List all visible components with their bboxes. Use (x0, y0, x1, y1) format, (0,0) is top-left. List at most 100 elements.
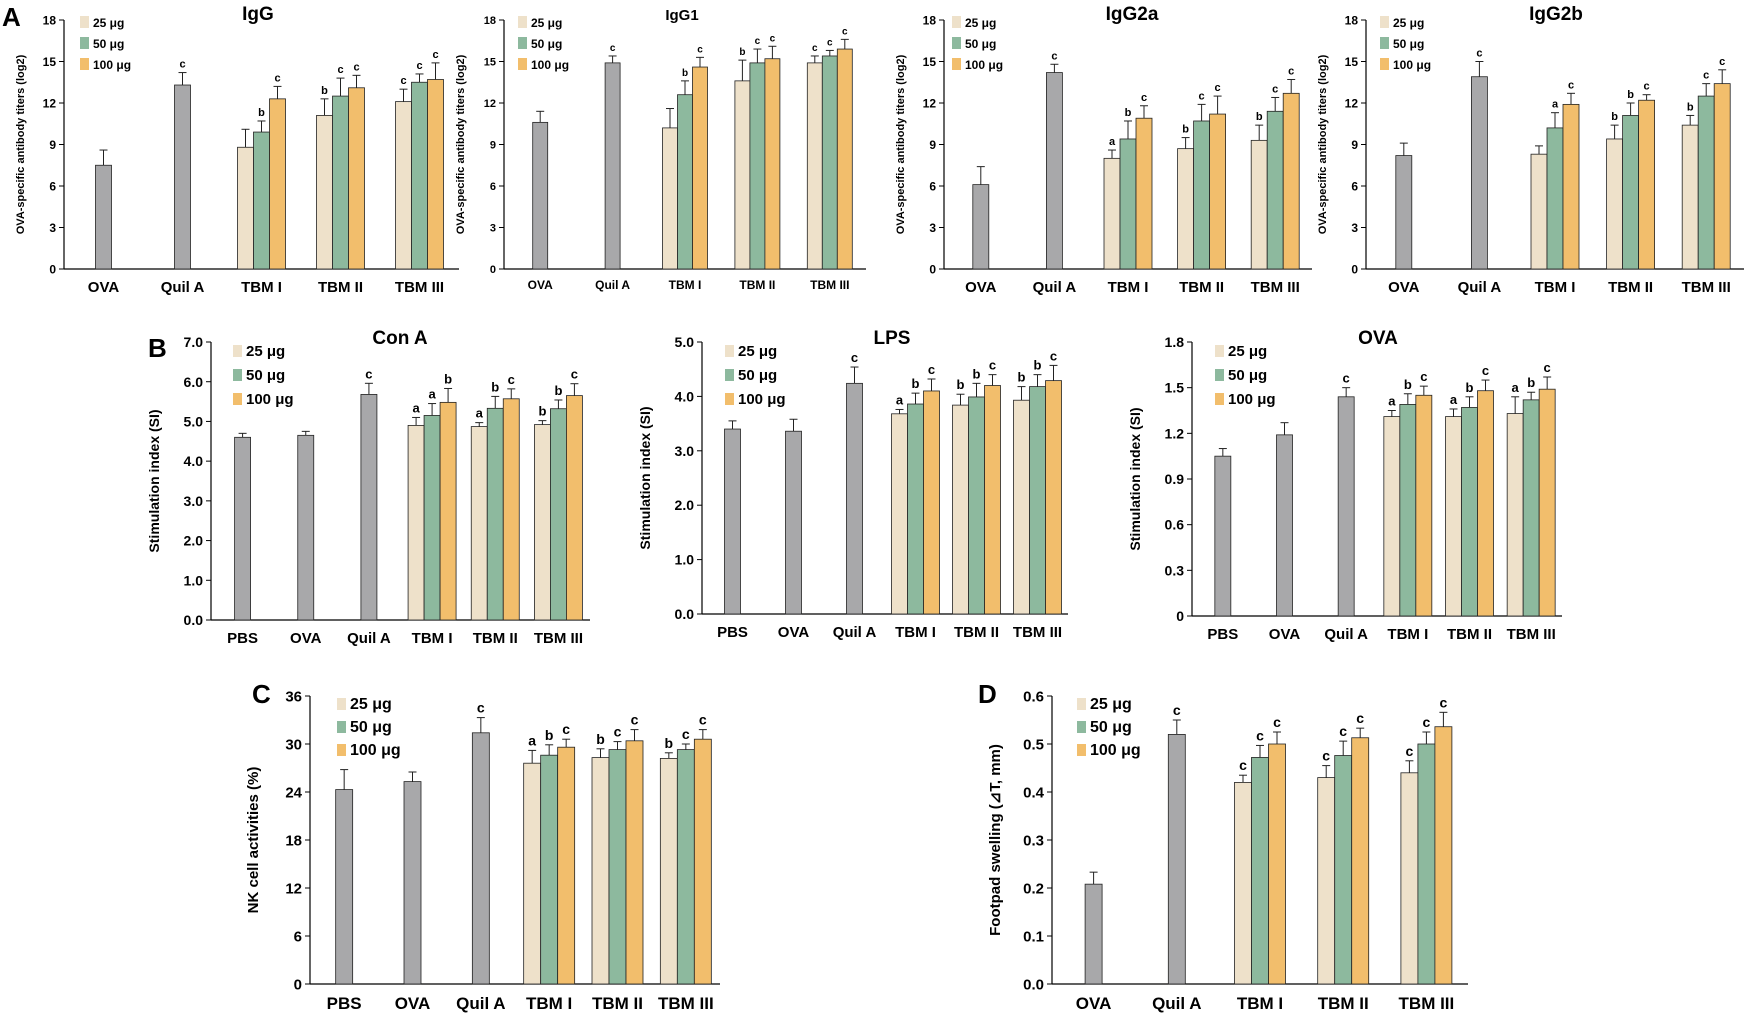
bar (984, 385, 1001, 615)
legend-label: 100 μg (965, 58, 1003, 72)
y-tick-label: 0 (49, 262, 56, 276)
category-label: TBM I (1535, 279, 1576, 296)
y-tick-label: 0.2 (1023, 880, 1044, 897)
bar (395, 101, 412, 270)
significance-label: b (1627, 89, 1634, 101)
significance-label: c (1476, 48, 1482, 60)
significance-label: c (508, 372, 515, 387)
significance-label: c (1719, 56, 1725, 68)
bar (427, 79, 444, 270)
category-label: OVA (965, 279, 997, 296)
legend-swatch (337, 721, 346, 733)
bar (1119, 138, 1137, 270)
bar (523, 762, 542, 985)
bar (1622, 115, 1639, 270)
bar (608, 749, 627, 985)
bar (1562, 103, 1580, 270)
significance-label: b (545, 727, 554, 743)
legend-label: 25 μg (350, 696, 392, 713)
category-label: TBM II (954, 624, 999, 641)
bar (566, 395, 583, 621)
panel-letter-a: A (2, 2, 21, 32)
bar (891, 413, 908, 615)
y-tick-label: 3 (49, 221, 56, 235)
bar (269, 98, 286, 270)
bar (1351, 737, 1370, 985)
legend-label: 50 μg (738, 367, 777, 384)
significance-label: c (842, 26, 848, 37)
legend-label: 100 μg (1228, 391, 1276, 408)
significance-label: c (770, 33, 776, 44)
bar (1193, 120, 1210, 270)
significance-label: c (1322, 748, 1330, 764)
bar (470, 426, 488, 621)
category-label: TBM I (526, 994, 572, 1013)
category-label: TBM II (1318, 994, 1369, 1013)
y-tick-label: 18 (923, 13, 937, 27)
bar (335, 789, 354, 985)
significance-label: c (1288, 65, 1294, 77)
chart-lps: 0.0 1.0 2.0 3.0 4.0 5.0 Stimulation index (SI)… (637, 328, 1068, 641)
category-label: TBM I (412, 630, 453, 647)
significance-label: c (1050, 348, 1057, 363)
category-label: TBM III (658, 994, 714, 1013)
significance-label: c (697, 44, 703, 55)
significance-label: c (416, 60, 422, 72)
legend-label: 25 μg (1393, 16, 1424, 30)
significance-label: b (665, 735, 674, 751)
y-tick-label: 0 (929, 262, 936, 276)
y-tick-label: 6 (49, 179, 56, 193)
legend-swatch (1077, 744, 1086, 756)
legend-swatch (952, 37, 961, 49)
y-tick-label: 18 (285, 832, 302, 849)
significance-label: c (1273, 714, 1281, 730)
legend-swatch (1380, 58, 1389, 70)
significance-label: c (1703, 70, 1709, 82)
bar (1395, 155, 1413, 270)
legend-swatch (725, 345, 734, 357)
y-tick-label: 0.3 (1023, 832, 1044, 849)
category-label: TBM II (1608, 279, 1653, 296)
legend-swatch (725, 369, 734, 381)
category-label: TBM I (895, 624, 936, 641)
category-label: OVA (1269, 626, 1301, 643)
y-tick-label: 6 (929, 179, 936, 193)
legend-swatch (337, 744, 346, 756)
y-tick-label: 2.0 (675, 497, 695, 513)
chart-igg2a: 0 3 6 9 12 15 18 OVA-specific antibody titers (… (895, 4, 1312, 296)
y-tick-label: 36 (285, 688, 302, 705)
bar (1399, 404, 1417, 617)
y-axis-label: OVA-specific antibody titers (log2) (1317, 54, 1329, 234)
bar (1415, 394, 1433, 617)
legend-label: 50 μg (350, 719, 392, 736)
significance-label: b (1466, 380, 1474, 395)
bar (1337, 396, 1355, 617)
y-axis-label: NK cell activities (%) (245, 767, 262, 914)
bar (348, 87, 365, 270)
bar (836, 48, 853, 270)
y-tick-label: 0 (1351, 262, 1358, 276)
y-axis-label: OVA-specific antibody titers (log2) (15, 54, 27, 234)
bar (1506, 413, 1524, 617)
y-tick-label: 30 (285, 736, 302, 753)
significance-label: c (1173, 702, 1181, 718)
bar (1276, 434, 1293, 617)
significance-label: a (428, 387, 436, 402)
y-tick-label: 0 (1176, 608, 1184, 624)
y-tick-label: 7.0 (184, 334, 204, 350)
y-tick-label: 2.0 (184, 533, 204, 549)
bar (234, 436, 251, 621)
bar (237, 146, 254, 270)
chart-panel-c: 0 6 12 18 24 30 36 NK cell activities (%) PBS OVA… (245, 688, 720, 1013)
bar (1045, 380, 1062, 615)
y-axis-label: Footpad swelling (⊿T, mm) (987, 744, 1004, 936)
significance-label: b (554, 383, 562, 398)
significance-label: b (596, 731, 605, 747)
y-tick-label: 6 (490, 181, 496, 193)
bar (1251, 757, 1269, 985)
significance-label: b (682, 68, 688, 79)
significance-label: c (610, 43, 616, 54)
bar (403, 781, 422, 985)
significance-label: b (1404, 377, 1412, 392)
